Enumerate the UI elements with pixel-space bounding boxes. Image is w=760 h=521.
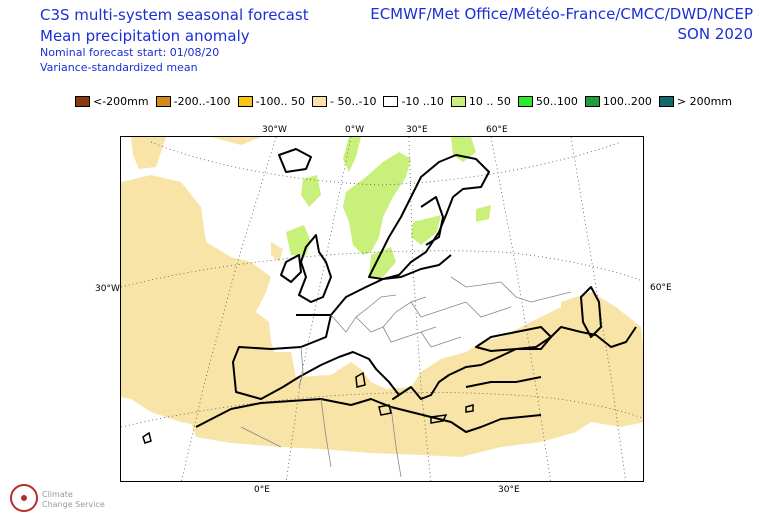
country-borders — [240, 276, 572, 478]
graticule — [121, 137, 643, 481]
dry-anomaly-regions — [121, 137, 643, 457]
coastlines — [195, 148, 637, 433]
legend-swatch-100-200 — [584, 96, 600, 107]
variance-note: Variance-standardized mean — [40, 61, 198, 74]
legend-label-gt-200: > 200mm — [676, 95, 733, 108]
europe-precipitation-map — [121, 137, 643, 481]
legend-label-100-200: 100..200 — [602, 95, 652, 108]
legend-item-100-200: 100..200 — [584, 95, 652, 108]
legend-swatch-50-100 — [517, 96, 533, 107]
tick-top-30w: 30°W — [262, 125, 287, 135]
tick-top-60e: 60°E — [486, 125, 508, 135]
legend-item-gt-200: > 200mm — [658, 95, 733, 108]
map-panel — [120, 136, 644, 482]
legend-label-10-50: 10 .. 50 — [468, 95, 511, 108]
legend-label-100-50: -100.. 50 — [255, 95, 306, 108]
title-line-2: Mean precipitation anomaly — [40, 27, 250, 45]
tick-bottom-30e: 30°E — [498, 485, 520, 495]
legend-label-200-100: -200..-100 — [173, 95, 231, 108]
islands — [142, 371, 474, 444]
logo-dot — [21, 495, 27, 501]
legend-swatch-gt-200 — [658, 96, 674, 107]
legend-swatch-10-50 — [450, 96, 466, 107]
legend-item-50-10: - 50..-10 — [312, 95, 376, 108]
legend-label-50-10: - 50..-10 — [330, 95, 377, 108]
legend-item-lt-200: <-200mm — [75, 95, 149, 108]
logo-line-2: Change Service — [42, 500, 105, 509]
legend-item-200-100: -200..-100 — [155, 95, 231, 108]
legend-label-neutral: -10 ..10 — [401, 95, 444, 108]
forecast-start: Nominal forecast start: 01/08/20 — [40, 46, 220, 59]
tick-bottom-0: 0°E — [254, 485, 270, 495]
logo-text: Climate Change Service — [42, 490, 105, 510]
legend-item-50-100: 50..100 — [517, 95, 578, 108]
wet-anomaly-regions — [286, 137, 491, 277]
title-line-1: C3S multi-system seasonal forecast — [40, 6, 309, 24]
logo-ring — [10, 484, 38, 512]
tick-right-60e: 60°E — [650, 283, 672, 293]
tick-top-0: 0°W — [345, 125, 365, 135]
legend: <-200mm -200..-100 -100.. 50 - 50..-10 -… — [75, 95, 739, 108]
centres-label: ECMWF/Met Office/Météo-France/CMCC/DWD/N… — [370, 5, 753, 23]
legend-swatch-lt-200 — [75, 96, 90, 107]
tick-left-30w: 30°W — [95, 284, 120, 294]
tick-top-30e: 30°E — [406, 125, 428, 135]
legend-swatch-200-100 — [155, 96, 171, 107]
legend-swatch-neutral — [383, 96, 399, 107]
legend-item-neutral: -10 ..10 — [383, 95, 444, 108]
legend-item-10-50: 10 .. 50 — [450, 95, 511, 108]
legend-label-lt-200: <-200mm — [93, 95, 149, 108]
legend-label-50-100: 50..100 — [535, 95, 578, 108]
legend-swatch-50-10 — [312, 96, 328, 107]
logo-line-1: Climate — [42, 490, 73, 499]
legend-item-100-50: -100.. 50 — [237, 95, 306, 108]
copernicus-logo — [10, 484, 38, 512]
legend-swatch-100-50 — [237, 96, 253, 107]
season-label: SON 2020 — [677, 25, 754, 43]
